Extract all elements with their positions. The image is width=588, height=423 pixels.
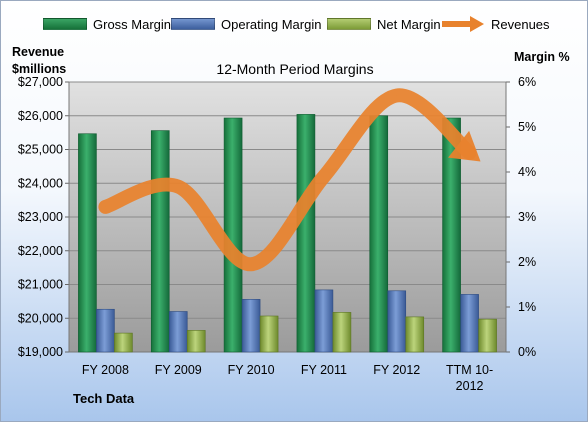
left-axis-tick-label: $22,000 [18, 244, 63, 258]
category-label: FY 2009 [155, 363, 202, 377]
category-label: FY 2010 [228, 363, 275, 377]
gross-margin-bar [297, 114, 315, 352]
operating-margin-bar [315, 290, 333, 352]
left-axis-tick-label: $24,000 [18, 176, 63, 190]
net-margin-bar [260, 316, 278, 352]
operating-margin-bar [169, 312, 187, 353]
operating-margin-bar [96, 309, 114, 352]
net-margin-bar [114, 333, 132, 352]
right-axis-tick-label: 2% [518, 255, 536, 269]
right-axis-tick-label: 5% [518, 120, 536, 134]
right-axis-tick-label: 6% [518, 75, 536, 89]
right-axis-tick-label: 1% [518, 300, 536, 314]
operating-margin-bar [461, 294, 479, 352]
gross-margin-bar [78, 134, 96, 352]
net-margin-bar [406, 317, 424, 352]
category-label: 2012 [456, 379, 484, 393]
category-label: FY 2008 [82, 363, 129, 377]
operating-margin-bar [242, 299, 260, 352]
net-margin-bar [333, 312, 351, 352]
left-axis-tick-label: $26,000 [18, 109, 63, 123]
net-margin-bar [187, 330, 205, 352]
right-axis-tick-label: 0% [518, 345, 536, 359]
right-axis-tick-label: 4% [518, 165, 536, 179]
left-axis-tick-label: $25,000 [18, 143, 63, 157]
category-label: FY 2012 [373, 363, 420, 377]
gross-margin-bar [370, 116, 388, 352]
left-axis-tick-label: $27,000 [18, 75, 63, 89]
left-axis-tick-label: $20,000 [18, 311, 63, 325]
right-axis-tick-label: 3% [518, 210, 536, 224]
gross-margin-bar [151, 131, 169, 352]
category-label: FY 2011 [301, 363, 347, 377]
left-axis-tick-label: $21,000 [18, 278, 63, 292]
net-margin-bar [479, 319, 497, 352]
category-label: TTM 10- [446, 363, 493, 377]
left-axis-tick-label: $23,000 [18, 210, 63, 224]
operating-margin-bar [388, 291, 406, 352]
left-axis-tick-label: $19,000 [18, 345, 63, 359]
